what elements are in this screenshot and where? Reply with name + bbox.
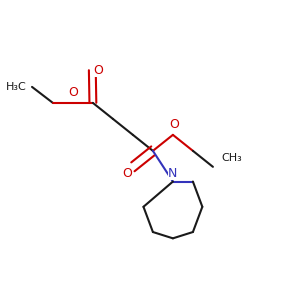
- Text: O: O: [122, 167, 132, 180]
- Text: H₃C: H₃C: [5, 82, 26, 92]
- Text: O: O: [93, 64, 103, 76]
- Text: O: O: [68, 86, 78, 99]
- Text: O: O: [169, 118, 179, 131]
- Text: CH₃: CH₃: [221, 153, 242, 164]
- Text: N: N: [168, 167, 178, 180]
